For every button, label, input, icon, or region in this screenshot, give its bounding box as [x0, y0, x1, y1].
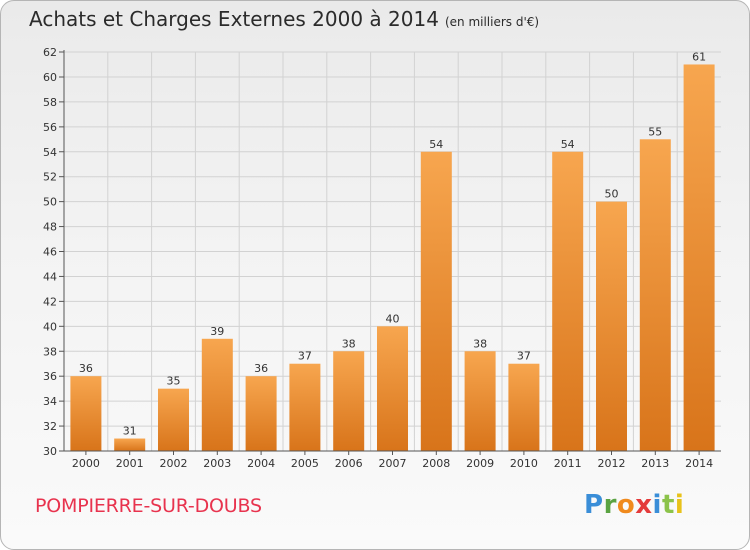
bar-value-label: 36: [79, 362, 93, 375]
bar-2006: [333, 351, 365, 451]
unit-note: (en milliers d'€): [444, 15, 540, 29]
bar-value-label: 40: [386, 312, 400, 325]
y-tick-label: 38: [43, 345, 57, 358]
y-tick-label: 32: [43, 420, 57, 433]
axes: [59, 50, 721, 455]
bar-value-label: 38: [342, 337, 356, 350]
commune-name: POMPIERRE-SUR-DOUBS: [35, 495, 262, 517]
x-tick-label: 2011: [554, 457, 582, 470]
bar-2013: [639, 139, 671, 451]
bar-2008: [420, 151, 452, 451]
bar-2007: [377, 326, 408, 451]
bar-value-label: 37: [517, 350, 531, 363]
bar-value-label: 35: [167, 375, 181, 388]
bar-2001: [114, 438, 146, 451]
bar-2003: [201, 338, 233, 451]
bar-2010: [508, 363, 540, 451]
bar-value-label: 50: [605, 188, 619, 201]
x-tick-label: 2001: [116, 457, 144, 470]
bar-2011: [552, 151, 584, 451]
bar-value-label: 61: [692, 50, 706, 63]
y-tick-label: 34: [43, 395, 57, 408]
y-tick-label: 56: [43, 121, 57, 134]
bar-value-label: 36: [254, 362, 268, 375]
chart-title-text: Achats et Charges Externes 2000 à 2014: [29, 7, 439, 31]
x-tick-label: 2003: [203, 457, 231, 470]
x-tick-label: 2005: [291, 457, 319, 470]
y-tick-label: 58: [43, 96, 57, 109]
x-tick-label: 2012: [598, 457, 626, 470]
bar-2012: [596, 201, 627, 451]
x-tick-label: 2010: [510, 457, 538, 470]
bar-value-label: 37: [298, 350, 312, 363]
x-tick-label: 2008: [422, 457, 450, 470]
bar-value-label: 31: [123, 425, 137, 438]
y-tick-label: 48: [43, 221, 57, 234]
bar-value-label: 54: [561, 138, 575, 151]
x-tick-label: 2006: [335, 457, 363, 470]
proxiti-logo: Proxiti: [584, 490, 685, 520]
y-tick-label: 40: [43, 320, 57, 333]
bars: [70, 64, 715, 451]
x-tick-label: 2000: [72, 457, 100, 470]
x-tick-label: 2009: [466, 457, 494, 470]
bar-value-label: 38: [473, 337, 487, 350]
bar-2000: [70, 376, 102, 451]
x-tick-label: 2007: [379, 457, 407, 470]
y-tick-label: 36: [43, 370, 57, 383]
y-tick-label: 52: [43, 171, 57, 184]
bar-value-label: 54: [429, 138, 443, 151]
x-tick-label: 2004: [247, 457, 275, 470]
bar-2009: [464, 351, 496, 451]
y-tick-label: 62: [43, 46, 57, 59]
y-tick-label: 54: [43, 146, 57, 159]
y-tick-label: 44: [43, 270, 57, 283]
bar-2002: [158, 388, 189, 451]
bar-value-label: 39: [210, 325, 224, 338]
bar-value-label: 55: [648, 125, 662, 138]
labels: 30 32 34 36 38 40 42 44 46 48 50 52 54 56 58 60 62 36 2000…: [43, 46, 713, 470]
bar-2005: [289, 363, 321, 451]
x-tick-label: 2002: [160, 457, 188, 470]
bar-2004: [245, 376, 277, 451]
y-tick-label: 30: [43, 445, 57, 458]
x-tick-label: 2013: [641, 457, 669, 470]
y-tick-label: 60: [43, 71, 57, 84]
y-tick-label: 42: [43, 295, 57, 308]
y-tick-label: 46: [43, 246, 57, 259]
chart-title: Achats et Charges Externes 2000 à 2014 (e…: [29, 7, 539, 31]
x-tick-label: 2014: [685, 457, 713, 470]
y-tick-label: 50: [43, 196, 57, 209]
bar-2014: [683, 64, 715, 451]
